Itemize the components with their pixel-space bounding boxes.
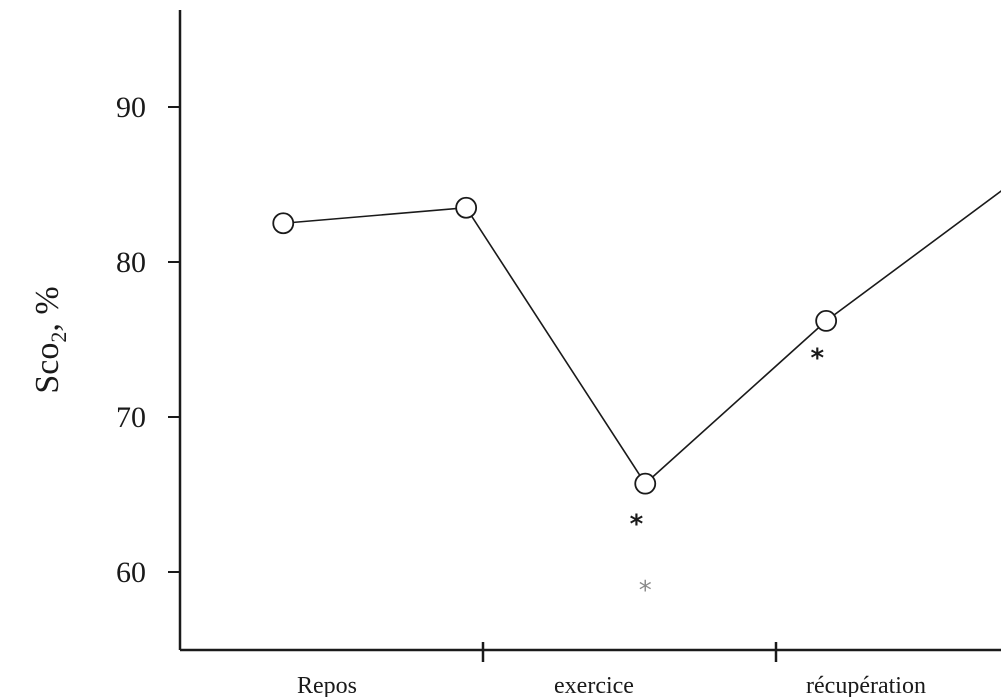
y-axis-label-suffix: , %	[29, 286, 66, 331]
data-point-0	[272, 212, 295, 235]
y-tick-label-60: 60	[116, 556, 146, 589]
svg-text:Sco2, %: Sco2, %	[29, 286, 71, 393]
y-tick-label-90: 90	[116, 91, 146, 124]
significance-marker-2: *	[810, 344, 824, 374]
series-line	[272, 190, 1001, 495]
y-tick-label-80: 80	[116, 246, 146, 279]
significance-markers: ****	[630, 344, 825, 607]
data-point-2	[634, 472, 657, 495]
y-axis-label-subscript: 2	[46, 332, 71, 343]
significance-marker-0: *	[630, 509, 644, 539]
y-axis-label-main: Sco	[29, 343, 66, 394]
significance-marker-1: *	[639, 576, 652, 606]
x-ticks: Repos exercice récupération	[297, 642, 926, 697]
axes	[178, 10, 1001, 652]
x-category-label-1: exercice	[554, 673, 634, 697]
y-axis-label: Sco2, %	[29, 286, 71, 393]
y-ticks: 60 70 80 90	[116, 91, 180, 589]
data-point-3	[815, 309, 838, 332]
data-point-1	[455, 196, 478, 219]
series-0-line	[283, 190, 1001, 485]
x-category-label-2: récupération	[806, 673, 926, 697]
x-category-label-0: Repos	[297, 673, 357, 697]
y-tick-label-70: 70	[116, 401, 146, 434]
